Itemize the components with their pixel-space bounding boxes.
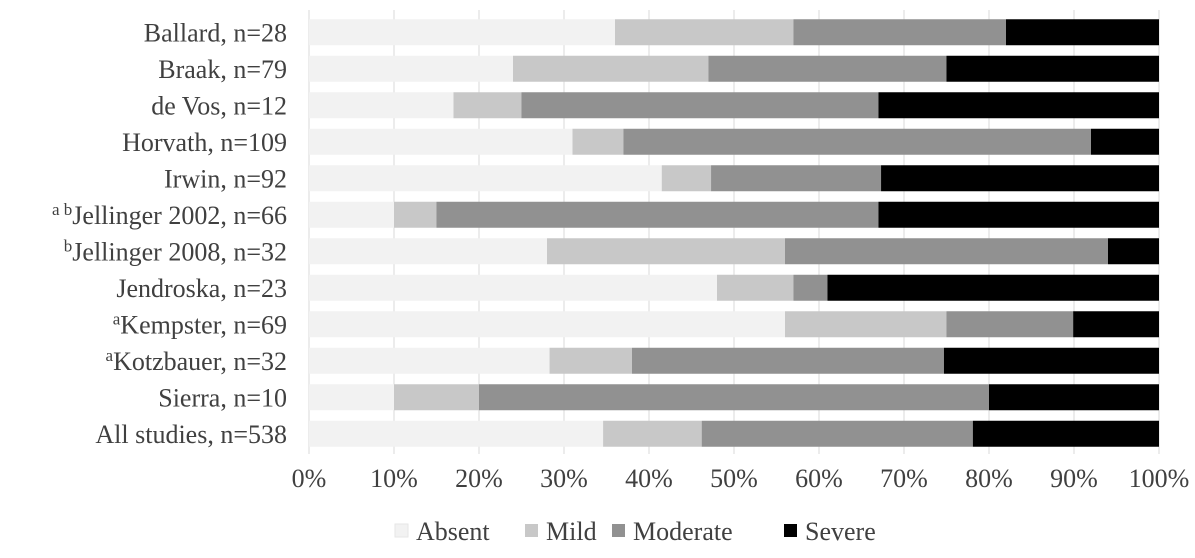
bar-segment-moderate [793, 19, 1006, 46]
category-label-text: Ballard, n=28 [144, 18, 287, 47]
bar-segment-mild [453, 92, 522, 119]
category-label: a bJellinger 2002, n=66 [52, 200, 287, 230]
bar-segment-moderate [521, 92, 879, 119]
category-label-text: Kotzbauer, n=32 [113, 347, 287, 376]
legend-swatch-severe [784, 524, 797, 537]
bar-segment-absent [309, 19, 615, 46]
legend-label-severe: Severe [805, 517, 876, 546]
legend-swatch-moderate [612, 524, 625, 537]
category-label: Braak, n=79 [158, 55, 287, 84]
bar-segment-absent [309, 420, 604, 447]
category-label-text: Jellinger 2002, n=66 [72, 201, 287, 230]
bar-segment-mild [717, 274, 794, 301]
bar-segment-mild [661, 165, 712, 192]
bar-segment-severe [1006, 19, 1159, 46]
x-tick-label: 0% [292, 464, 327, 493]
bar-segment-absent [309, 347, 550, 374]
category-label-text: de Vos, n=12 [151, 91, 287, 120]
bar-segment-mild [615, 19, 794, 46]
category-label: aKempster, n=69 [113, 309, 287, 339]
bar-segment-mild [394, 201, 437, 228]
category-label: All studies, n=538 [95, 420, 287, 449]
bar-segment-mild [549, 347, 632, 374]
legend-swatch-absent [394, 523, 409, 538]
bar-segment-severe [878, 92, 1159, 119]
legend-label-absent: Absent [416, 517, 490, 546]
bar-segment-moderate [436, 201, 879, 228]
bar-segment-absent [309, 128, 573, 155]
category-label-text: All studies, n=538 [95, 420, 287, 449]
bar-segment-severe [881, 165, 1159, 192]
bar-segment-severe [943, 347, 1159, 374]
x-tick-label: 20% [455, 464, 503, 493]
bar-segment-severe [1108, 238, 1159, 265]
x-tick-label: 80% [965, 464, 1013, 493]
bar-segment-moderate [946, 311, 1074, 338]
bar-segment-moderate [711, 165, 882, 192]
x-tick-label: 100% [1129, 464, 1190, 493]
footnote-superscript: a [106, 346, 114, 365]
x-tick-label: 90% [1050, 464, 1098, 493]
x-tick-label: 40% [625, 464, 673, 493]
category-label-text: Jellinger 2008, n=32 [72, 237, 287, 266]
category-label-text: Braak, n=79 [158, 55, 287, 84]
bar-segment-moderate [479, 384, 989, 411]
bar-segment-absent [309, 238, 547, 265]
legend-label-moderate: Moderate [633, 517, 733, 546]
bar-segment-moderate [701, 420, 973, 447]
x-tick-label: 50% [710, 464, 758, 493]
category-label: Jendroska, n=23 [116, 274, 287, 303]
bar-segment-moderate [793, 274, 828, 301]
bar-segment-moderate [632, 347, 944, 374]
bar-segment-mild [572, 128, 624, 155]
bar-segment-mild [513, 55, 709, 82]
bar-segment-moderate [708, 55, 947, 82]
bar-segment-mild [547, 238, 785, 265]
category-label-text: Horvath, n=109 [122, 128, 287, 157]
category-label: de Vos, n=12 [151, 91, 287, 120]
x-tick-label: 60% [795, 464, 843, 493]
bar-segment-absent [309, 311, 785, 338]
bar-segment-absent [309, 55, 513, 82]
footnote-superscript: a b [52, 200, 72, 219]
bar-segment-absent [309, 384, 394, 411]
bar-segment-severe [878, 201, 1159, 228]
legend-label-mild: Mild [546, 517, 597, 546]
x-tick-label: 30% [540, 464, 588, 493]
x-tick-label: 70% [880, 464, 928, 493]
bar-segment-severe [827, 274, 1159, 301]
bar-segment-mild [394, 384, 479, 411]
bar-segment-moderate [623, 128, 1091, 155]
bar-segment-absent [309, 92, 454, 119]
bar-segment-absent [309, 274, 717, 301]
bar-segment-moderate [785, 238, 1108, 265]
category-label: Sierra, n=10 [158, 383, 287, 412]
bar-segment-mild [603, 420, 702, 447]
category-label: bJellinger 2008, n=32 [64, 236, 287, 266]
bar-segment-mild [785, 311, 947, 338]
category-label-text: Jendroska, n=23 [116, 274, 287, 303]
category-label: Ballard, n=28 [144, 18, 287, 47]
bar-segment-absent [309, 165, 662, 192]
bar-segment-severe [946, 55, 1159, 82]
bar-segment-severe [972, 420, 1159, 447]
category-label: Irwin, n=92 [164, 164, 287, 193]
category-label-text: Irwin, n=92 [164, 164, 287, 193]
bar-segment-absent [309, 201, 394, 228]
category-label-text: Kempster, n=69 [120, 310, 287, 339]
bar-segment-severe [1091, 128, 1159, 155]
bar-segment-severe [989, 384, 1159, 411]
legend-swatch-mild [525, 524, 538, 537]
category-label: Horvath, n=109 [122, 128, 287, 157]
x-tick-label: 10% [370, 464, 418, 493]
footnote-superscript: b [64, 236, 73, 255]
category-label-text: Sierra, n=10 [158, 383, 287, 412]
bar-segment-severe [1073, 311, 1159, 338]
category-label: aKotzbauer, n=32 [106, 346, 287, 376]
footnote-superscript: a [113, 309, 121, 328]
